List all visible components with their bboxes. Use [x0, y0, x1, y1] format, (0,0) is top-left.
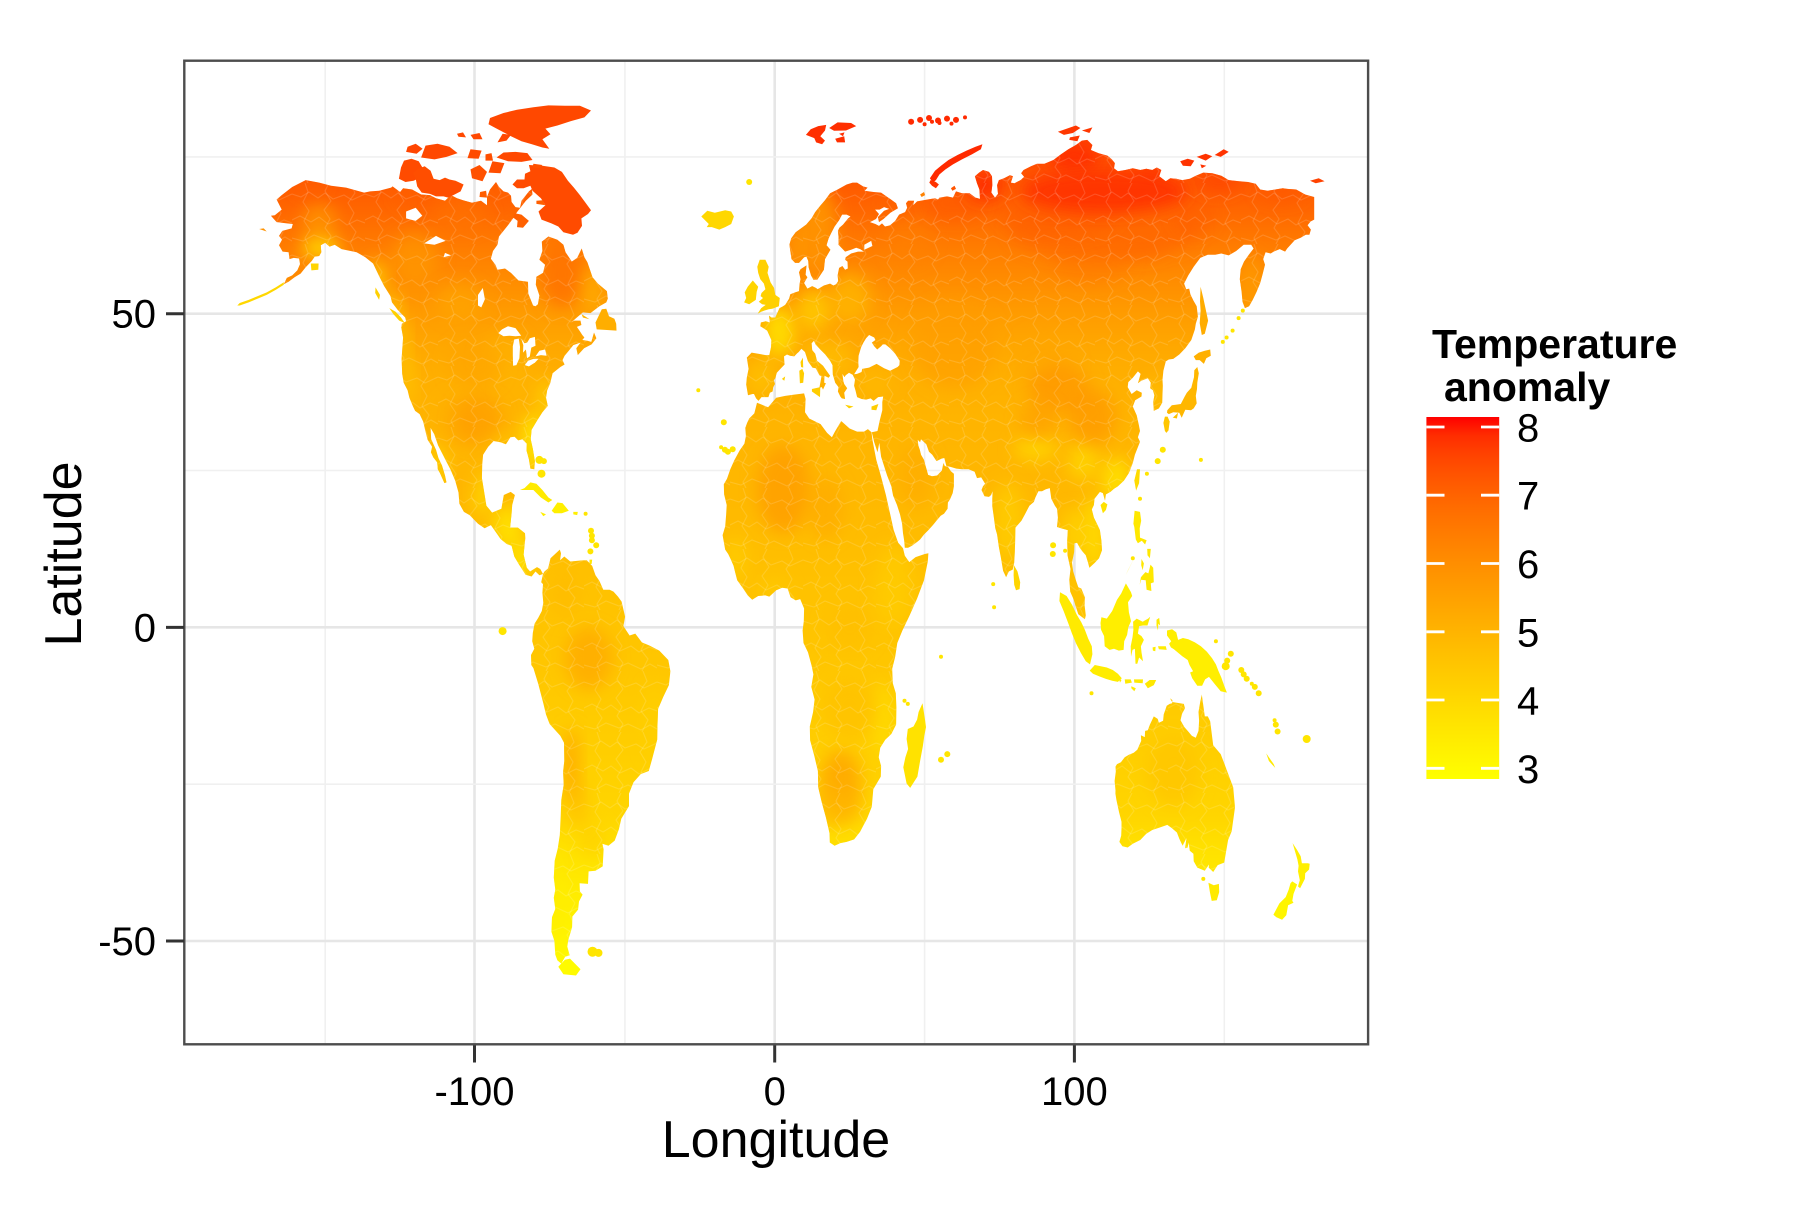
svg-text:Longitude: Longitude [662, 1111, 890, 1169]
svg-text:0: 0 [764, 1070, 786, 1114]
svg-text:Temperature: Temperature [1432, 321, 1677, 367]
svg-text:Latitude: Latitude [35, 461, 93, 646]
svg-text:3: 3 [1517, 748, 1539, 792]
svg-text:8: 8 [1517, 407, 1539, 451]
svg-text:4: 4 [1517, 680, 1539, 724]
svg-text:7: 7 [1517, 475, 1539, 519]
svg-text:anomaly: anomaly [1444, 364, 1611, 410]
svg-text:-100: -100 [434, 1070, 514, 1114]
svg-text:100: 100 [1041, 1070, 1108, 1114]
svg-text:0: 0 [134, 606, 156, 650]
svg-text:6: 6 [1517, 543, 1539, 587]
svg-text:50: 50 [112, 293, 157, 337]
svg-text:5: 5 [1517, 611, 1539, 655]
svg-text:-50: -50 [98, 920, 156, 964]
